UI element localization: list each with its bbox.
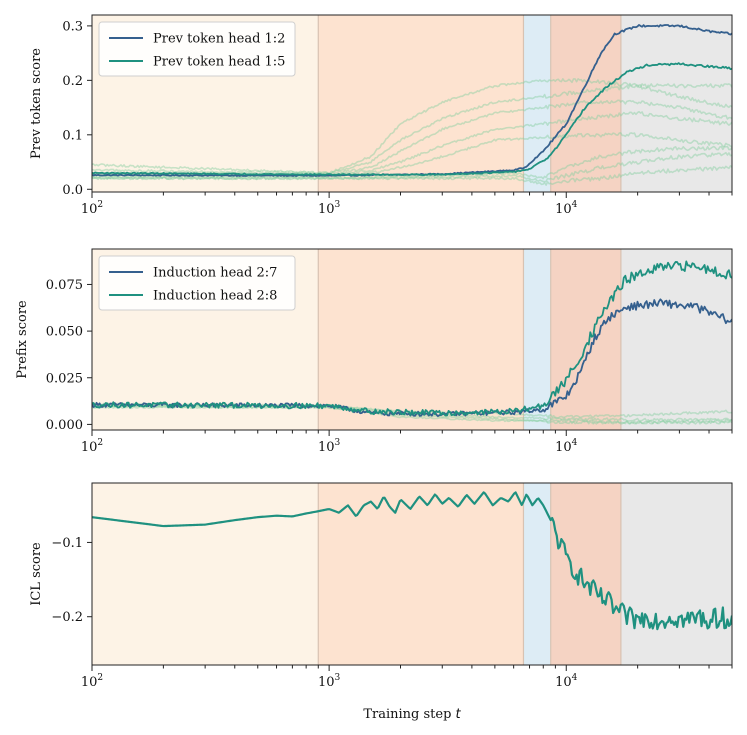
- y-tick-label: 0.025: [46, 371, 83, 386]
- legend-label: Prev token head 1:2: [153, 32, 285, 47]
- x-axis-label: Training step t: [363, 707, 461, 722]
- phase-band-4: [550, 15, 621, 192]
- phase-band-5: [620, 483, 732, 665]
- axes-frame: [91, 14, 733, 193]
- y-tick-label: −0.1: [51, 536, 83, 551]
- series-background-4: [92, 406, 732, 425]
- x-tick-base: 10: [81, 675, 98, 690]
- y-tick-label: −0.2: [51, 610, 83, 625]
- x-tick-label: 102: [81, 200, 103, 217]
- legend-box: [98, 255, 296, 311]
- legend-label: Induction head 2:8: [153, 289, 277, 304]
- series-background-2: [92, 78, 732, 175]
- series-prev-token-head-1-5: [92, 62, 732, 176]
- y-tick-label: 0.2: [62, 74, 83, 89]
- phase-band-4: [550, 249, 621, 430]
- x-tick-exponent: 4: [572, 673, 578, 683]
- legend: Prev token head 1:2 Prev token head 1:5: [98, 21, 296, 77]
- phase-band-2: [318, 249, 524, 430]
- y-tick-label: 0.050: [46, 325, 83, 340]
- phase-band-5: [620, 15, 732, 192]
- x-tick-label: 103: [318, 673, 341, 690]
- x-tick-exponent: 4: [572, 438, 578, 448]
- series-background-3: [92, 83, 732, 175]
- x-tick-label: 102: [81, 673, 103, 690]
- x-tick-exponent: 3: [335, 673, 341, 683]
- y-tick-label: 0.1: [62, 128, 83, 143]
- legend: Induction head 2:7 Induction head 2:8: [98, 255, 296, 311]
- phase-band-1: [92, 483, 319, 665]
- phase-band-2: [318, 483, 524, 665]
- x-tick-label: 104: [555, 438, 578, 455]
- legend-label: Induction head 2:7: [153, 266, 277, 281]
- legend-box: [98, 21, 296, 77]
- x-tick-base: 10: [555, 440, 572, 455]
- x-tick-base: 10: [81, 202, 98, 217]
- x-tick-label: 104: [555, 673, 578, 690]
- x-tick-base: 10: [555, 675, 572, 690]
- y-axis-label: Prefix score: [15, 300, 30, 379]
- x-tick-label: 103: [318, 438, 341, 455]
- x-tick-exponent: 3: [335, 438, 341, 448]
- series-background-7: [92, 145, 732, 180]
- x-tick-exponent: 2: [97, 200, 103, 210]
- x-tick-exponent: 2: [97, 673, 103, 683]
- x-tick-label: 102: [81, 438, 103, 455]
- legend-label: Prev token head 1:5: [153, 55, 285, 70]
- x-tick-base: 10: [555, 202, 572, 217]
- x-tick-base: 10: [318, 440, 335, 455]
- series-icl: [92, 491, 732, 631]
- axes-frame: [91, 248, 733, 431]
- x-tick-label: 103: [318, 200, 341, 217]
- x-tick-exponent: 2: [97, 438, 103, 448]
- phase-band-5: [620, 249, 732, 430]
- x-axis-label-text: Training step: [363, 707, 455, 722]
- x-tick-base: 10: [318, 202, 335, 217]
- axes-frame: [91, 482, 733, 666]
- phase-band-2: [318, 15, 524, 192]
- x-tick-exponent: 4: [572, 200, 578, 210]
- y-axis-label: ICL score: [29, 542, 44, 606]
- phase-band-4: [550, 483, 621, 665]
- x-tick-base: 10: [81, 440, 98, 455]
- phase-band-3: [523, 249, 551, 430]
- y-axis-label: Prev token score: [29, 48, 44, 159]
- x-axis-label-variable: t: [456, 707, 462, 722]
- y-tick-label: 0.000: [46, 418, 83, 433]
- y-tick-label: 0.0: [62, 183, 83, 198]
- x-tick-label: 104: [555, 200, 578, 217]
- series-background-5: [92, 404, 732, 425]
- series-background-9: [92, 165, 732, 186]
- y-tick-label: 0.3: [62, 19, 83, 34]
- series-induction-head-2-8: [92, 260, 732, 417]
- series-background-8: [92, 151, 732, 183]
- phase-band-3: [523, 15, 551, 192]
- y-tick-label: 0.075: [46, 278, 83, 293]
- x-tick-base: 10: [318, 675, 335, 690]
- x-tick-exponent: 3: [335, 200, 341, 210]
